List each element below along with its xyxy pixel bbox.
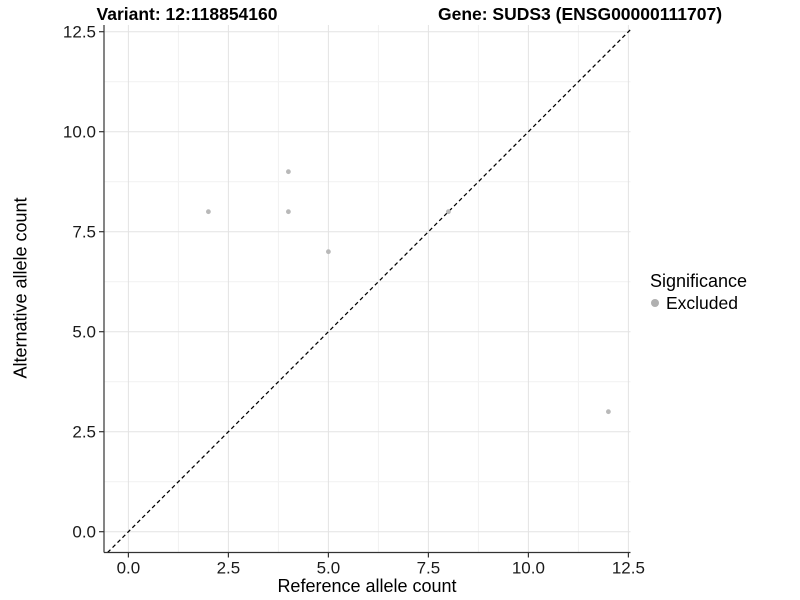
y-tick-label: 0.0	[72, 523, 96, 542]
legend-title: Significance	[650, 271, 748, 291]
plot-title-gene: Gene: SUDS3 (ENSG00000111707)	[437, 4, 723, 24]
x-tick-label: 7.5	[417, 559, 441, 578]
x-tick-label: 2.5	[217, 559, 241, 578]
legend-key-dot-icon	[651, 299, 659, 307]
data-point	[446, 209, 451, 215]
x-tick-label: 5.0	[317, 559, 341, 578]
y-tick-label: 2.5	[72, 423, 96, 442]
x-axis-title: Reference allele count	[277, 576, 457, 596]
y-tick-label: 12.5	[63, 23, 96, 42]
data-point	[326, 249, 331, 255]
data-point	[606, 409, 611, 415]
legend-item-excluded: Excluded	[650, 293, 747, 313]
y-axis-title: Alternative allele count	[10, 197, 31, 379]
x-tick-label: 0.0	[117, 559, 141, 578]
y-tick-label: 5.0	[72, 323, 96, 342]
data-point	[286, 169, 291, 175]
plot-title-variant: Variant: 12:118854160	[96, 4, 278, 24]
data-point	[206, 209, 211, 215]
x-tick-label: 12.5	[612, 559, 645, 578]
y-tick-label: 10.0	[63, 123, 96, 142]
identity-line	[107, 29, 631, 553]
y-tick-label: 7.5	[72, 223, 96, 242]
data-point	[286, 209, 291, 215]
legend-item-label: Excluded	[666, 293, 738, 313]
legend: Significance Excluded	[650, 271, 747, 313]
x-tick-label: 10.0	[512, 559, 545, 578]
